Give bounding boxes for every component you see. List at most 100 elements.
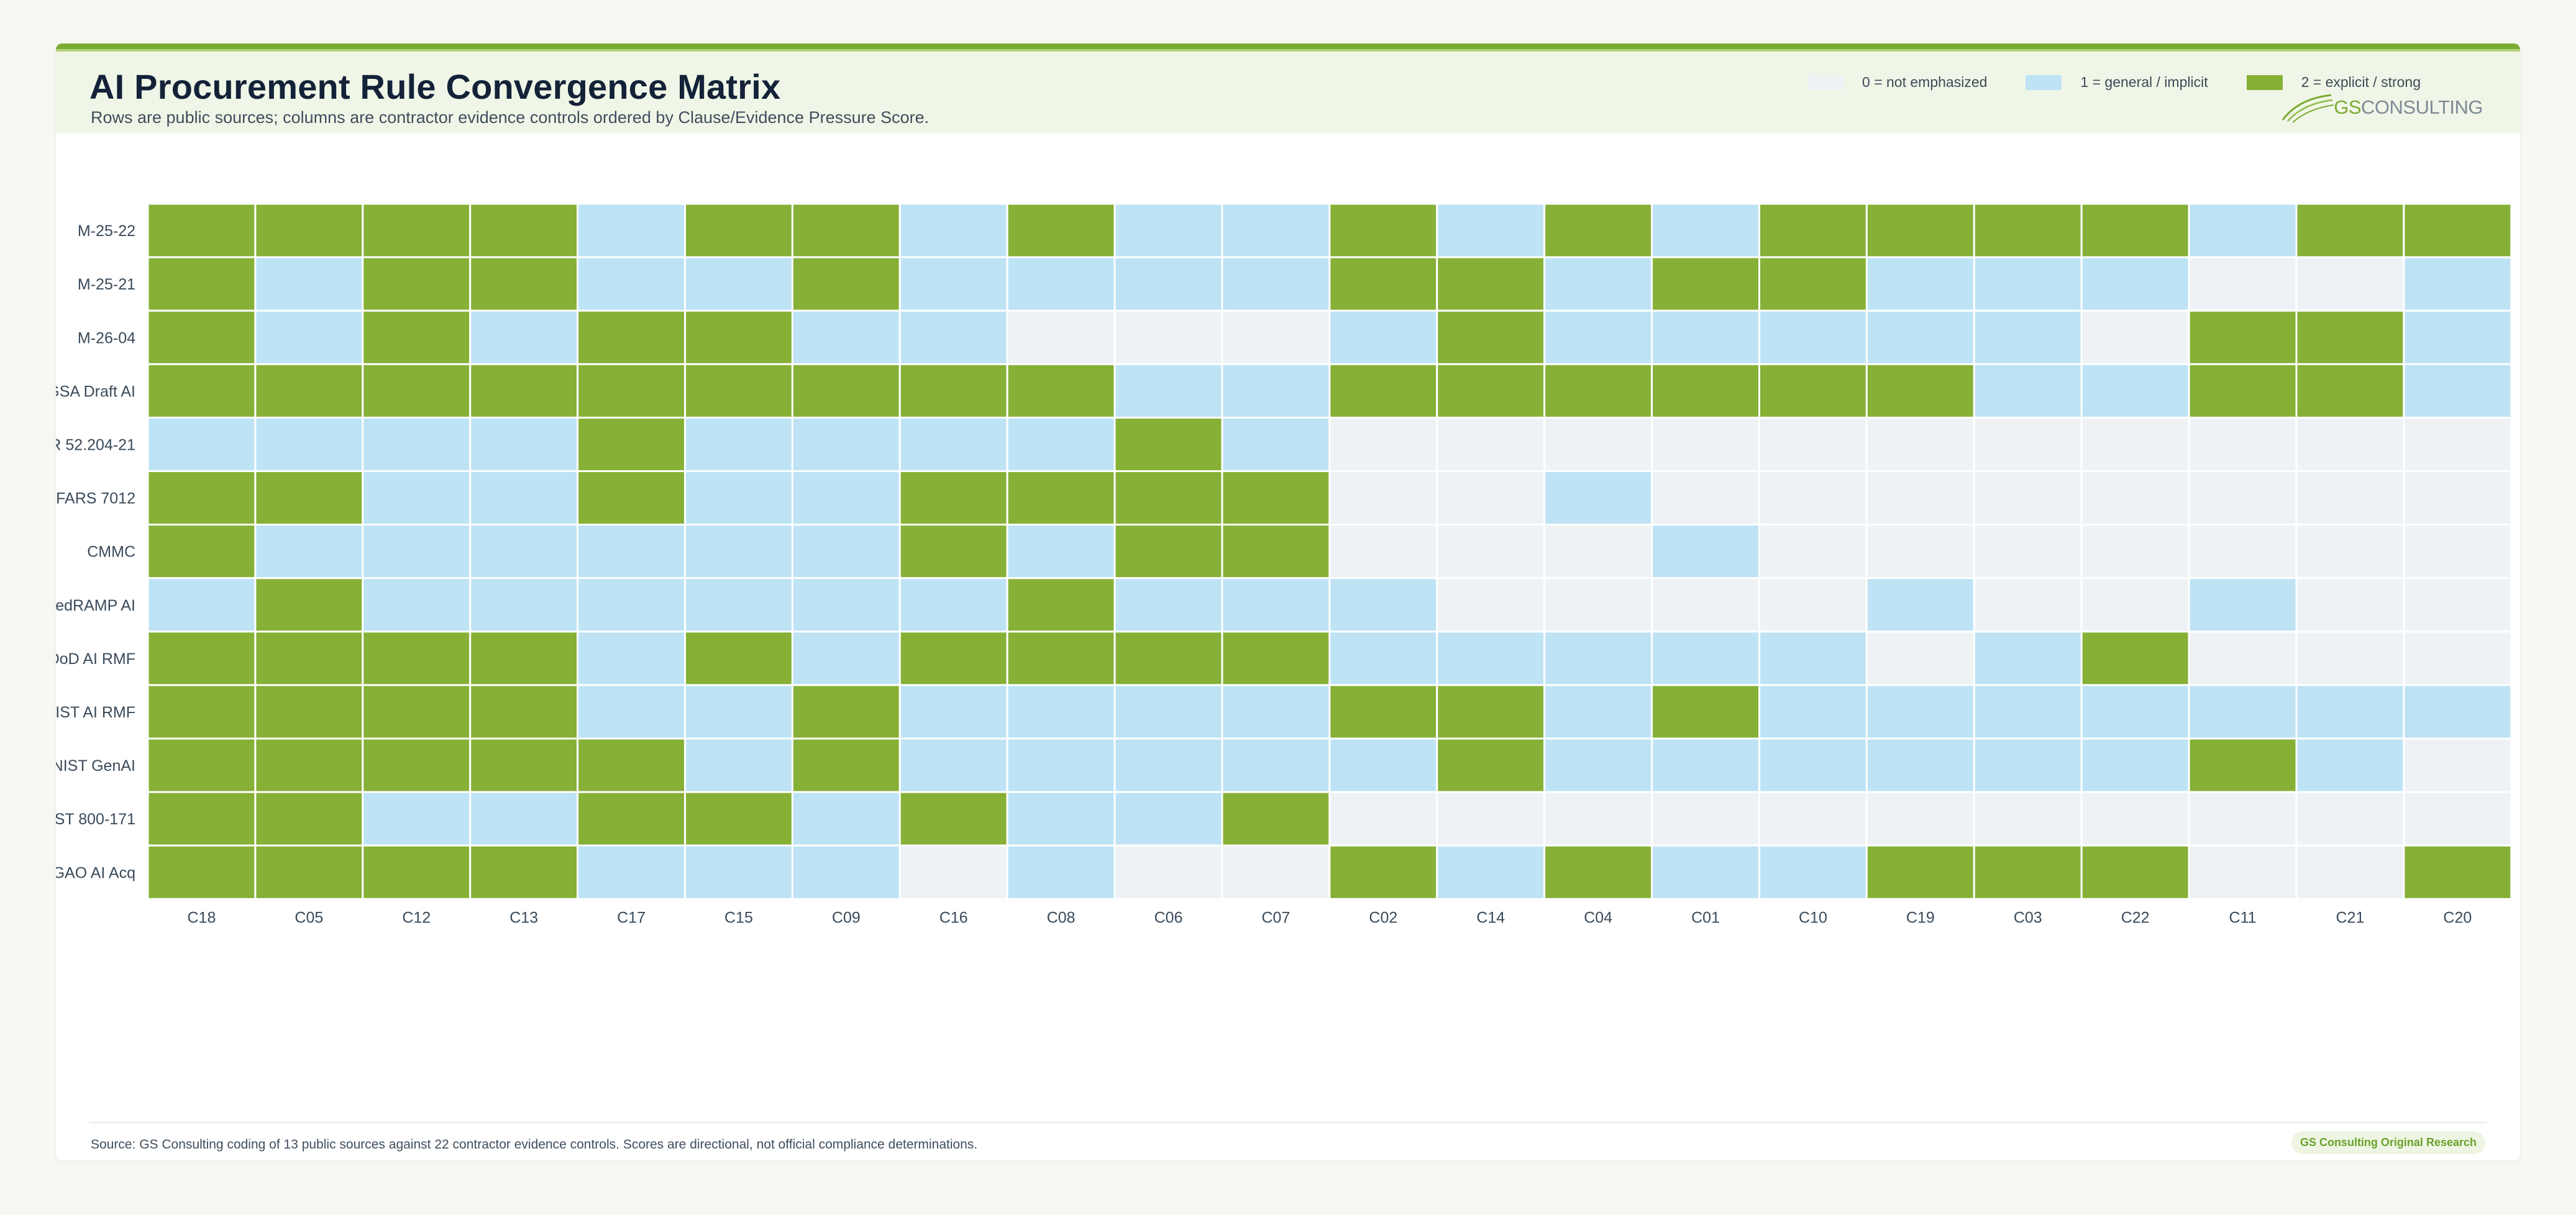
heatmap-cell-dod-ai-rmf-c10 [1758, 630, 1868, 686]
heatmap-cell-m-25-22-c13 [469, 202, 579, 258]
heatmap-cell-nist-ai-rmf-c03 [1973, 684, 2083, 740]
heatmap-cell-m-26-04-c21 [2295, 309, 2405, 365]
heatmap-cell-gao-ai-acq-c16 [898, 844, 1008, 900]
legend-swatch-0 [1807, 75, 1844, 90]
heatmap-cell-m-25-21-c15 [684, 256, 793, 312]
heatmap-cell-gao-ai-acq-c15 [684, 844, 793, 900]
row-label-m-25-21: M-25-21 [78, 276, 135, 293]
heatmap-cell-cmmc-c12 [362, 524, 472, 580]
heatmap-cell-gao-ai-acq-c02 [1328, 844, 1438, 900]
heatmap-cell-gao-ai-acq-c04 [1543, 844, 1653, 900]
row-label-m-25-22: M-25-22 [78, 222, 135, 240]
column-label-c12: C12 [402, 909, 431, 926]
heatmap-cell-fedramp-ai-c03 [1973, 577, 2083, 633]
heatmap-cell-gsa-draft-ai-c05 [254, 363, 364, 419]
row-label-fedramp-ai: FedRAMP AI [56, 597, 135, 614]
heatmap-cell-fedramp-ai-c01 [1651, 577, 1761, 633]
heatmap-cell-gsa-draft-ai-c20 [2403, 363, 2513, 419]
heatmap-cell-dfars-7012-c16 [898, 470, 1008, 526]
column-label-c15: C15 [724, 909, 753, 926]
heatmap-cell-fedramp-ai-c19 [1865, 577, 1975, 633]
heatmap-cell-cmmc-c05 [254, 524, 364, 580]
heatmap-cell-dod-ai-rmf-c15 [684, 630, 793, 686]
page-subtitle: Rows are public sources; columns are con… [91, 108, 929, 127]
heatmap-cell-dfars-7012-c04 [1543, 470, 1653, 526]
column-label-c10: C10 [1799, 909, 1827, 926]
heatmap-cell-nist-genai-c03 [1973, 737, 2083, 793]
heatmap-cell-dfars-7012-c07 [1221, 470, 1331, 526]
heatmap-cell-gsa-draft-ai-c09 [791, 363, 901, 419]
heatmap-cell-dod-ai-rmf-c18 [147, 630, 257, 686]
heatmap-cell-nist-ai-rmf-c12 [362, 684, 472, 740]
heatmap-cell-far-52-204-21-c11 [2188, 416, 2298, 473]
heatmap-cell-m-25-22-c08 [1006, 202, 1116, 258]
heatmap-cell-nist-800-171-c16 [898, 791, 1008, 847]
heatmap-cell-cmmc-c07 [1221, 524, 1331, 580]
heatmap-cell-fedramp-ai-c18 [147, 577, 257, 633]
heatmap-cell-nist-800-171-c21 [2295, 791, 2405, 847]
heatmap-cell-nist-ai-rmf-c07 [1221, 684, 1331, 740]
heatmap-cell-m-25-21-c11 [2188, 256, 2298, 312]
heatmap-cell-nist-ai-rmf-c18 [147, 684, 257, 740]
heatmap-cell-cmmc-c01 [1651, 524, 1761, 580]
heatmap-cell-gsa-draft-ai-c12 [362, 363, 472, 419]
heatmap-cell-fedramp-ai-c17 [577, 577, 686, 633]
heatmap-cell-m-25-21-c08 [1006, 256, 1116, 312]
heatmap-cell-dfars-7012-c05 [254, 470, 364, 526]
heatmap-cell-nist-800-171-c15 [684, 791, 793, 847]
heatmap-cell-cmmc-c11 [2188, 524, 2298, 580]
heatmap-cell-fedramp-ai-c22 [2080, 577, 2190, 633]
heatmap-cell-m-26-04-c04 [1543, 309, 1653, 365]
heatmap-cell-m-25-21-c06 [1113, 256, 1223, 312]
heatmap-cell-nist-genai-c12 [362, 737, 472, 793]
heatmap-cell-m-25-22-c11 [2188, 202, 2298, 258]
heatmap-cell-dod-ai-rmf-c22 [2080, 630, 2190, 686]
heatmap-cell-gsa-draft-ai-c16 [898, 363, 1008, 419]
heatmap-cell-nist-800-171-c01 [1651, 791, 1761, 847]
heatmap-cell-dod-ai-rmf-c09 [791, 630, 901, 686]
heatmap-cell-far-52-204-21-c04 [1543, 416, 1653, 473]
heatmap-cell-m-25-21-c19 [1865, 256, 1975, 312]
heatmap-cell-m-26-04-c06 [1113, 309, 1223, 365]
heatmap-cell-m-25-22-c10 [1758, 202, 1868, 258]
heatmap-cell-nist-genai-c17 [577, 737, 686, 793]
logo-consulting-text: CONSULTING [2361, 96, 2483, 118]
heatmap-cell-nist-genai-c11 [2188, 737, 2298, 793]
heatmap-cell-dod-ai-rmf-c17 [577, 630, 686, 686]
column-label-c16: C16 [939, 909, 968, 926]
heatmap-cell-nist-ai-rmf-c21 [2295, 684, 2405, 740]
heatmap-cell-nist-genai-c02 [1328, 737, 1438, 793]
heatmap-cell-m-25-21-c12 [362, 256, 472, 312]
heatmap-cell-nist-ai-rmf-c11 [2188, 684, 2298, 740]
heatmap-cell-nist-genai-c09 [791, 737, 901, 793]
heatmap-cell-m-25-21-c05 [254, 256, 364, 312]
heatmap-cell-nist-ai-rmf-c16 [898, 684, 1008, 740]
heatmap-cell-dfars-7012-c14 [1436, 470, 1546, 526]
heatmap-cell-m-25-21-c02 [1328, 256, 1438, 312]
heatmap-cell-m-26-04-c14 [1436, 309, 1546, 365]
heatmap-cell-m-25-22-c06 [1113, 202, 1223, 258]
column-label-c04: C04 [1584, 909, 1612, 926]
heatmap-cell-dfars-7012-c15 [684, 470, 793, 526]
heatmap-cell-gsa-draft-ai-c22 [2080, 363, 2190, 419]
heatmap-cell-cmmc-c13 [469, 524, 579, 580]
heatmap-cell-nist-ai-rmf-c05 [254, 684, 364, 740]
heatmap-cell-dfars-7012-c19 [1865, 470, 1975, 526]
heatmap-cell-m-25-21-c01 [1651, 256, 1761, 312]
heatmap-cell-far-52-204-21-c19 [1865, 416, 1975, 473]
heatmap-cell-cmmc-c19 [1865, 524, 1975, 580]
heatmap-cell-nist-genai-c22 [2080, 737, 2190, 793]
heatmap-cell-nist-800-171-c08 [1006, 791, 1116, 847]
heatmap-cell-dfars-7012-c22 [2080, 470, 2190, 526]
heatmap-cell-gao-ai-acq-c17 [577, 844, 686, 900]
heatmap-cell-nist-800-171-c07 [1221, 791, 1331, 847]
heatmap-cell-far-52-204-21-c14 [1436, 416, 1546, 473]
row-label-dfars-7012: DFARS 7012 [56, 490, 135, 507]
heatmap-cell-dod-ai-rmf-c13 [469, 630, 579, 686]
heatmap-cell-m-25-21-c13 [469, 256, 579, 312]
legend-label-0: 0 = not emphasized [1862, 74, 1988, 90]
heatmap-cell-gao-ai-acq-c19 [1865, 844, 1975, 900]
heatmap-cell-nist-800-171-c20 [2403, 791, 2513, 847]
heatmap-cell-dod-ai-rmf-c03 [1973, 630, 2083, 686]
heatmap-cell-dfars-7012-c21 [2295, 470, 2405, 526]
